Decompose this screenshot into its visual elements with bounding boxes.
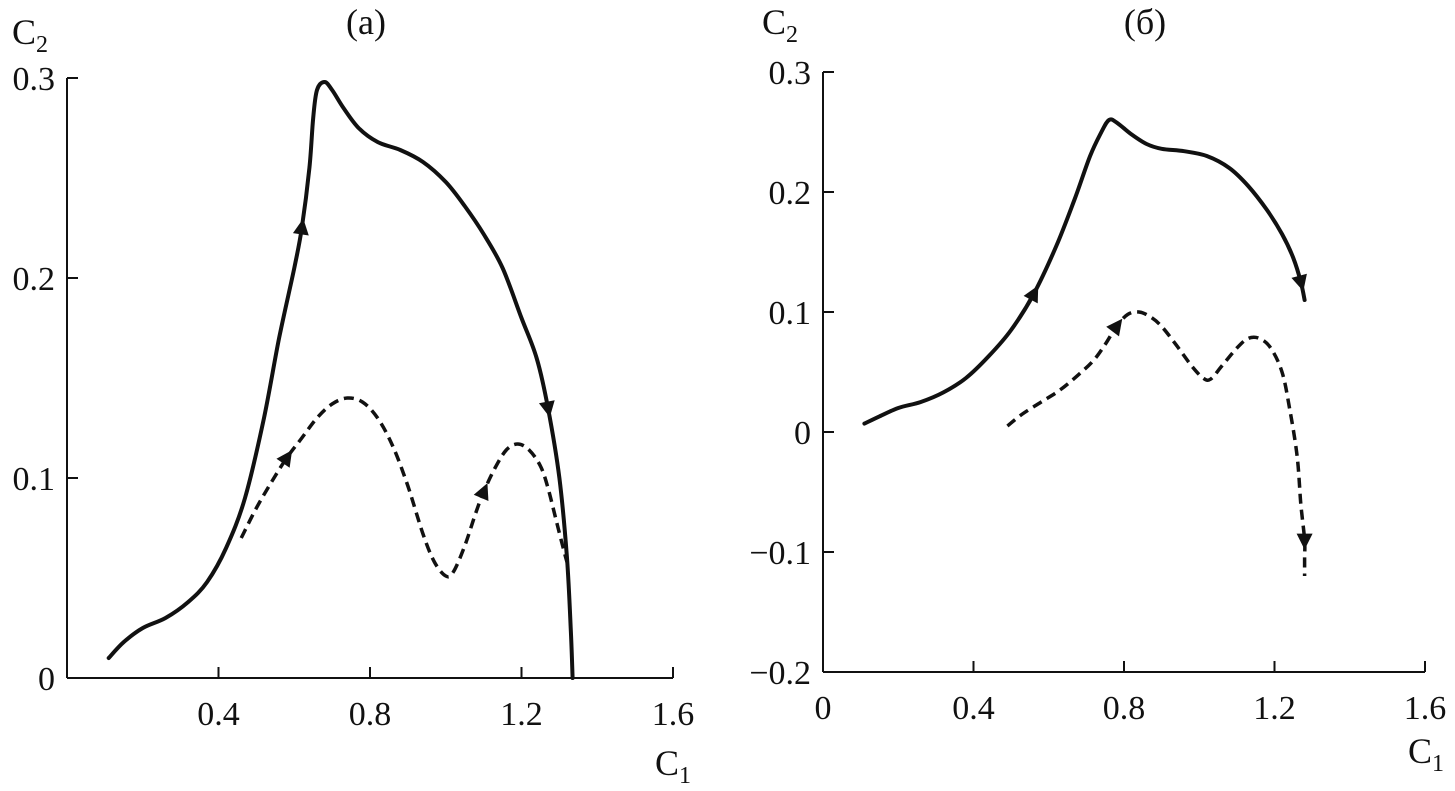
y-axis-label-subscript: 2 (36, 32, 48, 58)
x-tick-label: 1.2 (500, 696, 543, 733)
direction-arrow-b (1106, 318, 1123, 337)
y-tick-label: 0.1 (769, 295, 812, 332)
solid-curve-a (106, 80, 575, 680)
direction-arrow-a (292, 218, 309, 236)
direction-arrow-a (538, 400, 555, 418)
y-tick-label: 0 (794, 415, 811, 452)
x-tick-label: 1.2 (1253, 690, 1296, 727)
y-axis-label-subscript: 2 (786, 22, 798, 48)
y-tick-label: 0.3 (769, 55, 812, 92)
x-tick-label: 0.8 (349, 696, 392, 733)
y-tick-label: 0.2 (13, 261, 56, 298)
y-axis-label-b: C2 (762, 2, 798, 48)
x-tick-label: 0.4 (197, 696, 240, 733)
x-axis-label-a: C1 (655, 743, 691, 789)
svg-text:C1: C1 (1408, 731, 1444, 777)
x-tick-label: 0 (815, 690, 832, 727)
direction-arrow-b (1296, 533, 1313, 550)
direction-arrow-b (1291, 273, 1307, 292)
direction-arrow-b (1023, 285, 1039, 304)
panel-a: (a) C2 C1 00.10.20.30.4 0.8 1.2 1.6 (12, 2, 694, 789)
panel-title-b: (б) (1124, 2, 1166, 42)
x-tick-label: 1.6 (652, 696, 695, 733)
solid-curve-b (862, 117, 1307, 426)
panel-title-a: (a) (346, 2, 386, 42)
y-tick-label: 0.3 (13, 61, 56, 98)
y-tick-label: −0.2 (749, 655, 811, 692)
direction-arrow-a (276, 450, 293, 468)
x-axis-label-b: C1 (1408, 731, 1444, 777)
x-tick-label: 0.4 (952, 690, 995, 727)
direction-arrow-a (473, 483, 489, 502)
svg-text:C2: C2 (12, 12, 48, 58)
x-axis-label-subscript: 1 (1432, 751, 1444, 777)
x-axis-label-subscript: 1 (679, 763, 691, 789)
y-axis-label-a: C2 (12, 12, 48, 58)
y-tick-label: 0.2 (769, 175, 812, 212)
x-tick-label: 0.8 (1103, 690, 1146, 727)
y-tick-label: −0.1 (749, 535, 811, 572)
y-axis-label-text: C (12, 12, 36, 52)
x-axis-label-text: C (1408, 731, 1432, 771)
y-tick-label: 0.1 (13, 461, 56, 498)
svg-text:C2: C2 (762, 2, 798, 48)
x-axis-label-text: C (655, 743, 679, 783)
svg-text:C1: C1 (655, 743, 691, 789)
y-tick-label: 0 (38, 661, 55, 698)
dashed-curve-b (1006, 310, 1307, 576)
panel-b: (б) C2 C1 −0.2−0.100.10.20.30 0.4 0.8 1.2 1.… (749, 2, 1446, 777)
x-tick-label: 1.6 (1404, 690, 1447, 727)
y-axis-label-text: C (762, 2, 786, 42)
dashed-curve-a (239, 396, 569, 579)
